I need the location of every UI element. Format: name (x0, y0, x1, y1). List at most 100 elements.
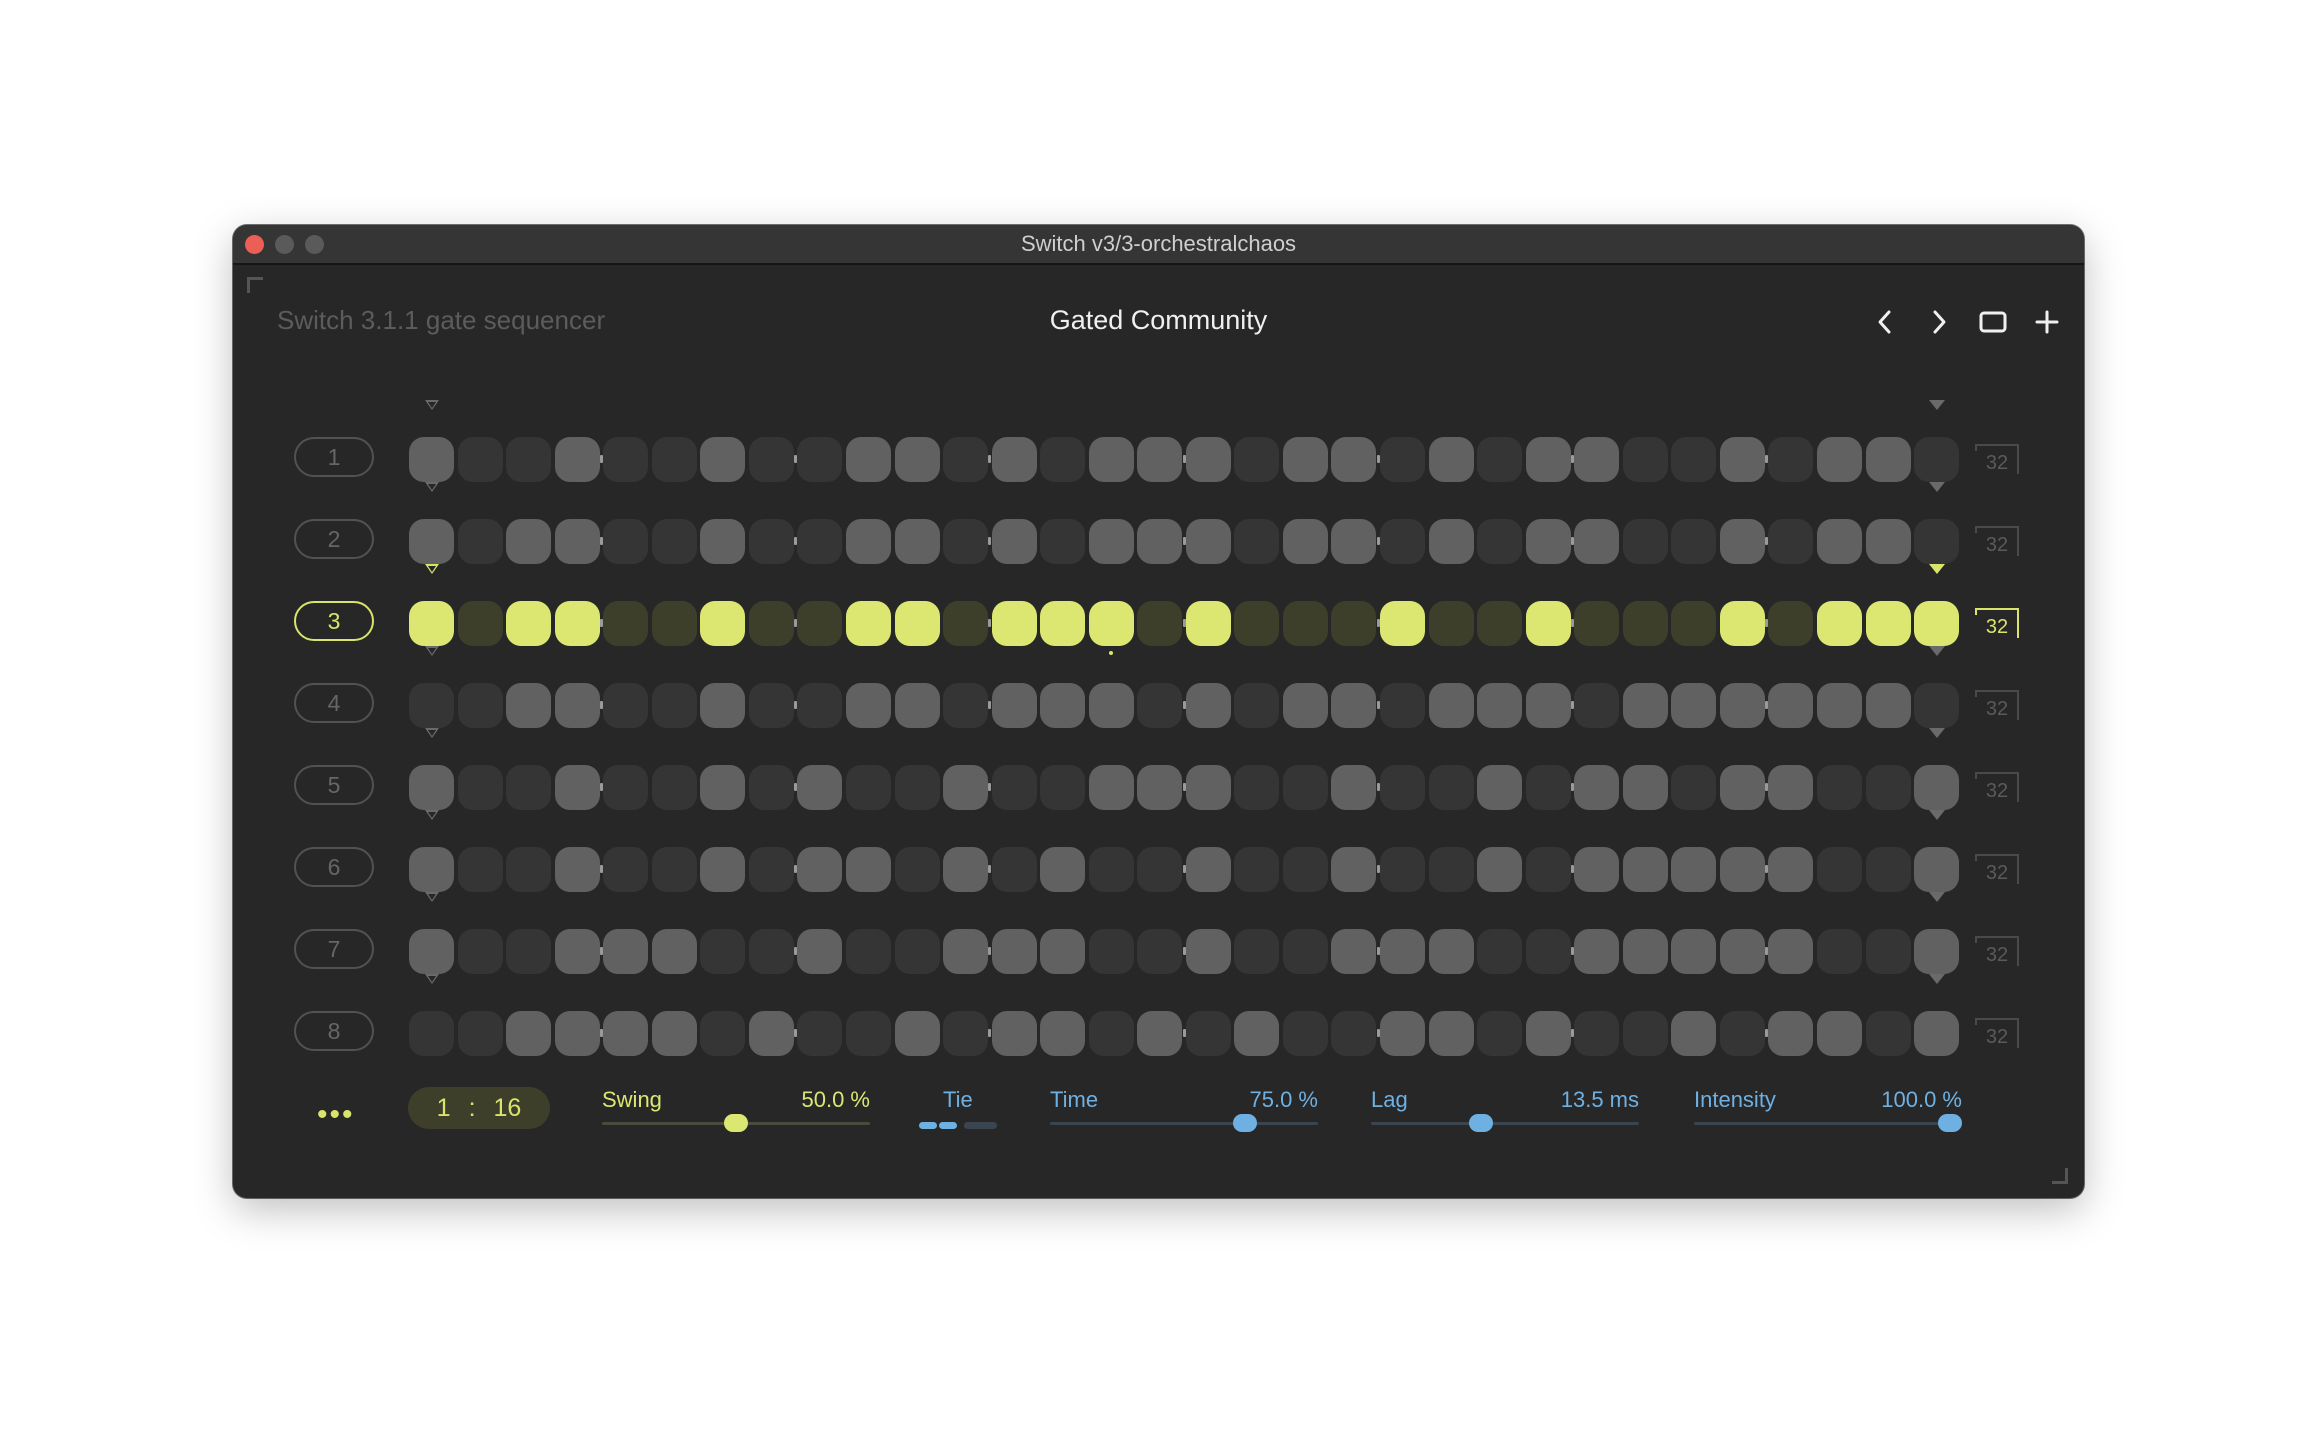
step-button[interactable] (1574, 847, 1620, 892)
loop-end-marker[interactable] (1928, 728, 1945, 738)
step-button[interactable] (1088, 847, 1134, 892)
step-button[interactable] (700, 601, 746, 646)
loop-end-marker[interactable] (1928, 564, 1945, 574)
step-button[interactable] (1671, 519, 1717, 564)
step-button[interactable] (991, 519, 1037, 564)
step-button[interactable] (1088, 519, 1134, 564)
step-button[interactable] (1282, 437, 1328, 482)
row-select-button[interactable]: 3 (294, 601, 374, 641)
step-button[interactable] (797, 519, 843, 564)
swing-slider-knob[interactable] (724, 1114, 748, 1132)
step-button[interactable] (1282, 847, 1328, 892)
step-button[interactable] (1671, 1011, 1717, 1056)
step-button[interactable] (748, 1011, 794, 1056)
step-button[interactable] (1234, 1011, 1280, 1056)
step-button[interactable] (700, 847, 746, 892)
step-button[interactable] (651, 683, 697, 728)
loop-start-marker[interactable] (424, 892, 439, 902)
step-button[interactable] (991, 437, 1037, 482)
step-button[interactable] (846, 929, 891, 974)
step-button[interactable] (700, 437, 746, 482)
step-button[interactable] (1331, 683, 1377, 728)
row-length-value[interactable]: 32 (1975, 690, 2019, 720)
step-button[interactable] (1574, 1011, 1620, 1056)
step-button[interactable] (1719, 601, 1765, 646)
step-button[interactable] (991, 847, 1037, 892)
step-button[interactable] (1816, 847, 1862, 892)
step-button[interactable] (1525, 519, 1571, 564)
step-button[interactable] (943, 437, 988, 482)
step-button[interactable] (409, 519, 454, 564)
step-button[interactable] (1816, 519, 1862, 564)
step-button[interactable] (1914, 847, 1959, 892)
step-button[interactable] (1622, 847, 1668, 892)
step-button[interactable] (1185, 519, 1231, 564)
row-select-button[interactable]: 1 (294, 437, 374, 477)
step-button[interactable] (409, 1011, 454, 1056)
resize-handle[interactable] (2052, 1168, 2068, 1184)
step-button[interactable] (943, 519, 988, 564)
minimize-button[interactable] (275, 235, 294, 254)
step-button[interactable] (700, 929, 746, 974)
step-button[interactable] (1088, 437, 1134, 482)
step-button[interactable] (748, 519, 794, 564)
step-button[interactable] (1768, 437, 1814, 482)
step-button[interactable] (1331, 847, 1377, 892)
step-button[interactable] (409, 437, 454, 482)
row-select-button[interactable]: 6 (294, 847, 374, 887)
step-button[interactable] (1768, 847, 1814, 892)
step-button[interactable] (506, 519, 552, 564)
step-button[interactable] (700, 519, 746, 564)
step-button[interactable] (1234, 601, 1280, 646)
step-button[interactable] (846, 519, 891, 564)
loop-end-marker[interactable] (1928, 646, 1945, 656)
step-button[interactable] (894, 847, 940, 892)
step-button[interactable] (1137, 601, 1183, 646)
step-button[interactable] (1040, 601, 1086, 646)
step-button[interactable] (797, 929, 843, 974)
step-button[interactable] (846, 847, 891, 892)
row-length-value[interactable]: 32 (1975, 936, 2019, 966)
step-button[interactable] (748, 683, 794, 728)
step-button[interactable] (1574, 437, 1620, 482)
step-button[interactable] (1719, 847, 1765, 892)
step-button[interactable] (991, 601, 1037, 646)
step-button[interactable] (1331, 519, 1377, 564)
step-button[interactable] (797, 847, 843, 892)
step-button[interactable] (1865, 519, 1911, 564)
step-button[interactable] (1622, 683, 1668, 728)
step-button[interactable] (894, 929, 940, 974)
step-button[interactable] (1331, 929, 1377, 974)
step-button[interactable] (700, 683, 746, 728)
step-button[interactable] (1137, 1011, 1183, 1056)
step-button[interactable] (554, 929, 600, 974)
step-button[interactable] (1622, 519, 1668, 564)
step-button[interactable] (1234, 437, 1280, 482)
step-button[interactable] (409, 765, 454, 810)
step-button[interactable] (1622, 437, 1668, 482)
step-button[interactable] (506, 929, 552, 974)
step-button[interactable] (603, 929, 649, 974)
loop-end-marker[interactable] (1928, 974, 1945, 984)
step-button[interactable] (603, 1011, 649, 1056)
step-button[interactable] (1574, 929, 1620, 974)
step-button[interactable] (1768, 1011, 1814, 1056)
step-button[interactable] (1040, 683, 1086, 728)
step-button[interactable] (554, 601, 600, 646)
step-button[interactable] (1477, 519, 1523, 564)
step-button[interactable] (1671, 765, 1717, 810)
step-button[interactable] (1525, 437, 1571, 482)
step-button[interactable] (1282, 601, 1328, 646)
step-button[interactable] (1380, 683, 1425, 728)
loop-start-marker[interactable] (424, 482, 439, 492)
step-button[interactable] (1525, 765, 1571, 810)
step-button[interactable] (1477, 929, 1523, 974)
add-button[interactable] (2026, 301, 2068, 343)
step-button[interactable] (651, 1011, 697, 1056)
step-button[interactable] (1185, 847, 1231, 892)
step-button[interactable] (943, 683, 988, 728)
step-button[interactable] (1865, 437, 1911, 482)
step-button[interactable] (409, 847, 454, 892)
step-button[interactable] (506, 765, 552, 810)
step-button[interactable] (991, 1011, 1037, 1056)
